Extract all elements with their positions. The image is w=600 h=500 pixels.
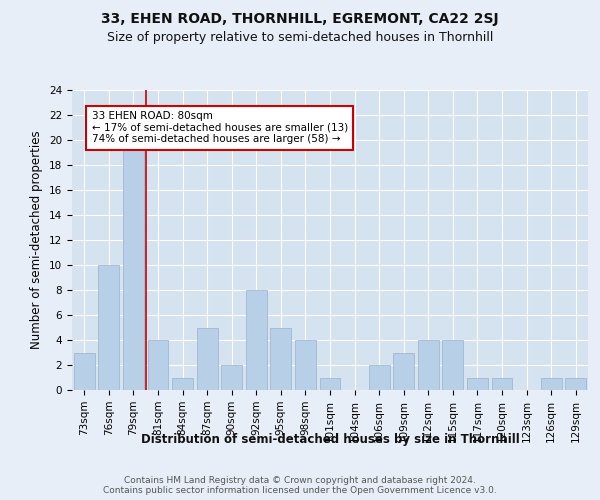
Y-axis label: Number of semi-detached properties: Number of semi-detached properties	[31, 130, 43, 350]
Text: Size of property relative to semi-detached houses in Thornhill: Size of property relative to semi-detach…	[107, 31, 493, 44]
Bar	[74, 352, 95, 390]
Bar	[565, 378, 586, 390]
Text: 33 EHEN ROAD: 80sqm
← 17% of semi-detached houses are smaller (13)
74% of semi-d: 33 EHEN ROAD: 80sqm ← 17% of semi-detach…	[92, 112, 348, 144]
Bar	[123, 140, 144, 390]
Bar	[271, 328, 292, 390]
Bar	[442, 340, 463, 390]
Bar	[295, 340, 316, 390]
Bar	[418, 340, 439, 390]
Text: 33, EHEN ROAD, THORNHILL, EGREMONT, CA22 2SJ: 33, EHEN ROAD, THORNHILL, EGREMONT, CA22…	[101, 12, 499, 26]
Text: Distribution of semi-detached houses by size in Thornhill: Distribution of semi-detached houses by …	[140, 432, 520, 446]
Bar	[541, 378, 562, 390]
Bar	[393, 352, 414, 390]
Bar	[491, 378, 512, 390]
Bar	[368, 365, 389, 390]
Bar	[320, 378, 340, 390]
Bar	[246, 290, 267, 390]
Text: Contains HM Land Registry data © Crown copyright and database right 2024.
Contai: Contains HM Land Registry data © Crown c…	[103, 476, 497, 495]
Bar	[98, 265, 119, 390]
Bar	[148, 340, 169, 390]
Bar	[172, 378, 193, 390]
Bar	[467, 378, 488, 390]
Bar	[197, 328, 218, 390]
Bar	[221, 365, 242, 390]
